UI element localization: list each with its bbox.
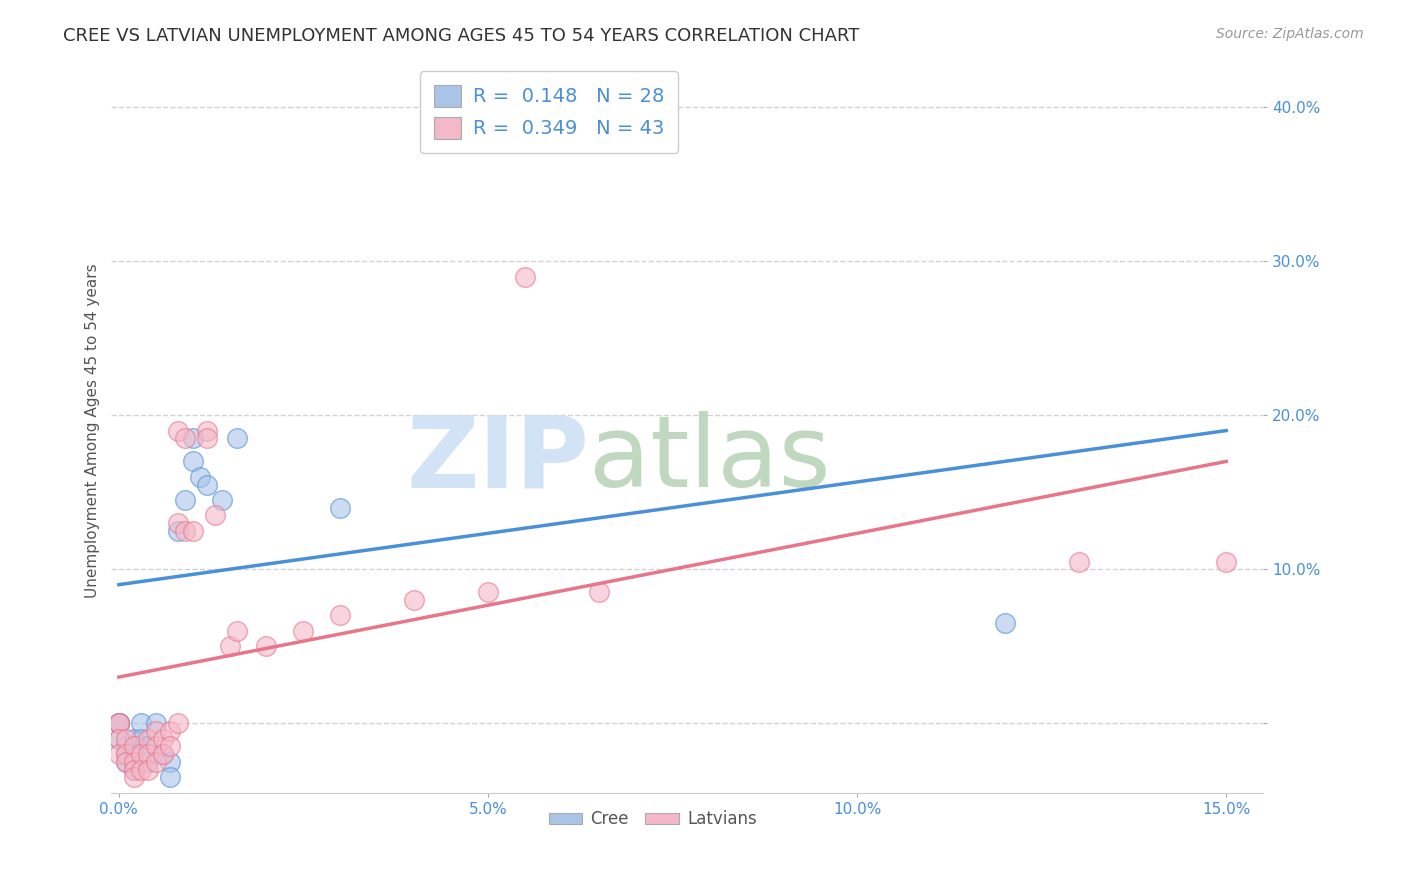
Point	[174, 492, 197, 507]
Point	[107, 716, 129, 731]
Point	[122, 755, 145, 769]
Point	[136, 731, 159, 746]
Point	[107, 731, 129, 746]
Point	[477, 585, 499, 599]
Point	[122, 739, 145, 754]
Point	[145, 724, 167, 739]
Point	[152, 747, 174, 761]
Point	[129, 731, 152, 746]
Point	[329, 608, 352, 623]
Point	[115, 747, 138, 761]
Point	[129, 747, 152, 761]
Y-axis label: Unemployment Among Ages 45 to 54 years: Unemployment Among Ages 45 to 54 years	[86, 263, 100, 598]
Point	[218, 640, 240, 654]
Point	[107, 716, 129, 731]
Legend: Cree, Latvians: Cree, Latvians	[541, 804, 763, 835]
Point	[197, 424, 219, 438]
Point	[145, 716, 167, 731]
Text: ZIP: ZIP	[406, 411, 589, 508]
Point	[115, 755, 138, 769]
Text: atlas: atlas	[589, 411, 831, 508]
Point	[129, 763, 152, 777]
Point	[513, 269, 536, 284]
Point	[166, 716, 188, 731]
Point	[226, 431, 249, 445]
Point	[166, 516, 188, 530]
Point	[152, 731, 174, 746]
Point	[181, 454, 204, 468]
Point	[174, 431, 197, 445]
Point	[197, 431, 219, 445]
Point	[107, 716, 129, 731]
Point	[1215, 555, 1237, 569]
Point	[115, 739, 138, 754]
Point	[145, 755, 167, 769]
Point	[159, 770, 181, 784]
Point	[166, 424, 188, 438]
Point	[256, 640, 278, 654]
Point	[166, 524, 188, 538]
Point	[115, 747, 138, 761]
Point	[152, 747, 174, 761]
Point	[329, 500, 352, 515]
Point	[122, 747, 145, 761]
Point	[107, 716, 129, 731]
Point	[122, 763, 145, 777]
Point	[404, 593, 426, 607]
Point	[129, 716, 152, 731]
Point	[136, 747, 159, 761]
Point	[136, 755, 159, 769]
Text: Source: ZipAtlas.com: Source: ZipAtlas.com	[1216, 27, 1364, 41]
Point	[159, 724, 181, 739]
Point	[588, 585, 610, 599]
Point	[174, 524, 197, 538]
Point	[122, 770, 145, 784]
Point	[122, 763, 145, 777]
Point	[181, 524, 204, 538]
Point	[159, 755, 181, 769]
Point	[122, 731, 145, 746]
Point	[226, 624, 249, 638]
Point	[107, 731, 129, 746]
Point	[204, 508, 226, 523]
Point	[115, 731, 138, 746]
Point	[1067, 555, 1090, 569]
Point	[188, 470, 211, 484]
Text: CREE VS LATVIAN UNEMPLOYMENT AMONG AGES 45 TO 54 YEARS CORRELATION CHART: CREE VS LATVIAN UNEMPLOYMENT AMONG AGES …	[63, 27, 859, 45]
Point	[292, 624, 315, 638]
Point	[145, 739, 167, 754]
Point	[211, 492, 233, 507]
Point	[197, 477, 219, 491]
Point	[107, 747, 129, 761]
Point	[136, 763, 159, 777]
Point	[159, 739, 181, 754]
Point	[994, 616, 1017, 631]
Point	[107, 716, 129, 731]
Point	[136, 739, 159, 754]
Point	[115, 755, 138, 769]
Point	[181, 431, 204, 445]
